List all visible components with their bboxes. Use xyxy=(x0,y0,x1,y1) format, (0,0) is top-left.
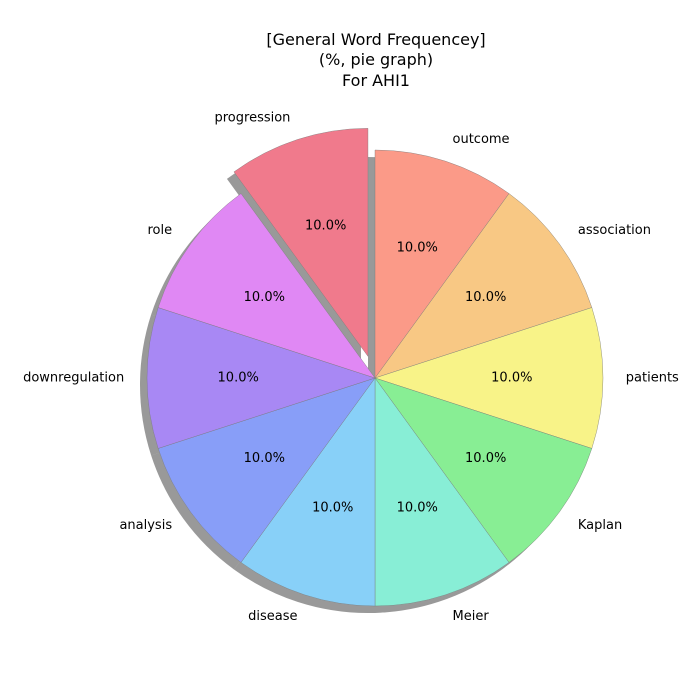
slice-label-disease: disease xyxy=(248,609,297,624)
slice-label-downregulation: downregulation xyxy=(23,371,124,386)
slice-label-progression: progression xyxy=(215,110,291,125)
slice-patients xyxy=(374,307,604,449)
slice-percent-downregulation: 10.0% xyxy=(218,371,259,386)
slice-outcome xyxy=(374,149,510,379)
slice-label-role: role xyxy=(147,223,172,238)
pie-labels: outcome 10.0% association 10.0% patients 10.0… xyxy=(23,110,679,624)
chart-title-line-1: [General Word Frequencey] xyxy=(266,30,485,49)
slice-meier xyxy=(374,377,510,607)
slice-label-meier: Meier xyxy=(453,609,490,624)
slice-analysis xyxy=(157,377,376,563)
slice-association xyxy=(374,193,593,379)
slice-percent-patients: 10.0% xyxy=(491,371,532,386)
slice-label-patients: patients xyxy=(626,371,679,386)
slice-percent-association: 10.0% xyxy=(465,290,506,305)
slice-percent-role: 10.0% xyxy=(244,290,285,305)
slice-label-kaplan: Kaplan xyxy=(578,518,622,533)
pie-slices xyxy=(146,128,604,607)
slice-kaplan xyxy=(374,377,593,563)
slice-downregulation xyxy=(146,307,376,449)
slice-label-association: association xyxy=(578,223,651,238)
slice-percent-analysis: 10.0% xyxy=(244,451,285,466)
slice-disease xyxy=(240,377,376,607)
chart-title-line-2: (%, pie graph) xyxy=(319,50,433,69)
slice-percent-progression: 10.0% xyxy=(305,219,346,234)
slice-percent-meier: 10.0% xyxy=(397,501,438,516)
slice-percent-kaplan: 10.0% xyxy=(465,451,506,466)
slice-progression xyxy=(233,128,369,357)
slice-label-analysis: analysis xyxy=(119,518,172,533)
slice-label-outcome: outcome xyxy=(453,132,510,147)
slice-percent-disease: 10.0% xyxy=(312,501,353,516)
slice-percent-outcome: 10.0% xyxy=(397,240,438,255)
slice-role xyxy=(157,193,376,379)
chart-title-line-3: For AHI1 xyxy=(342,71,410,90)
